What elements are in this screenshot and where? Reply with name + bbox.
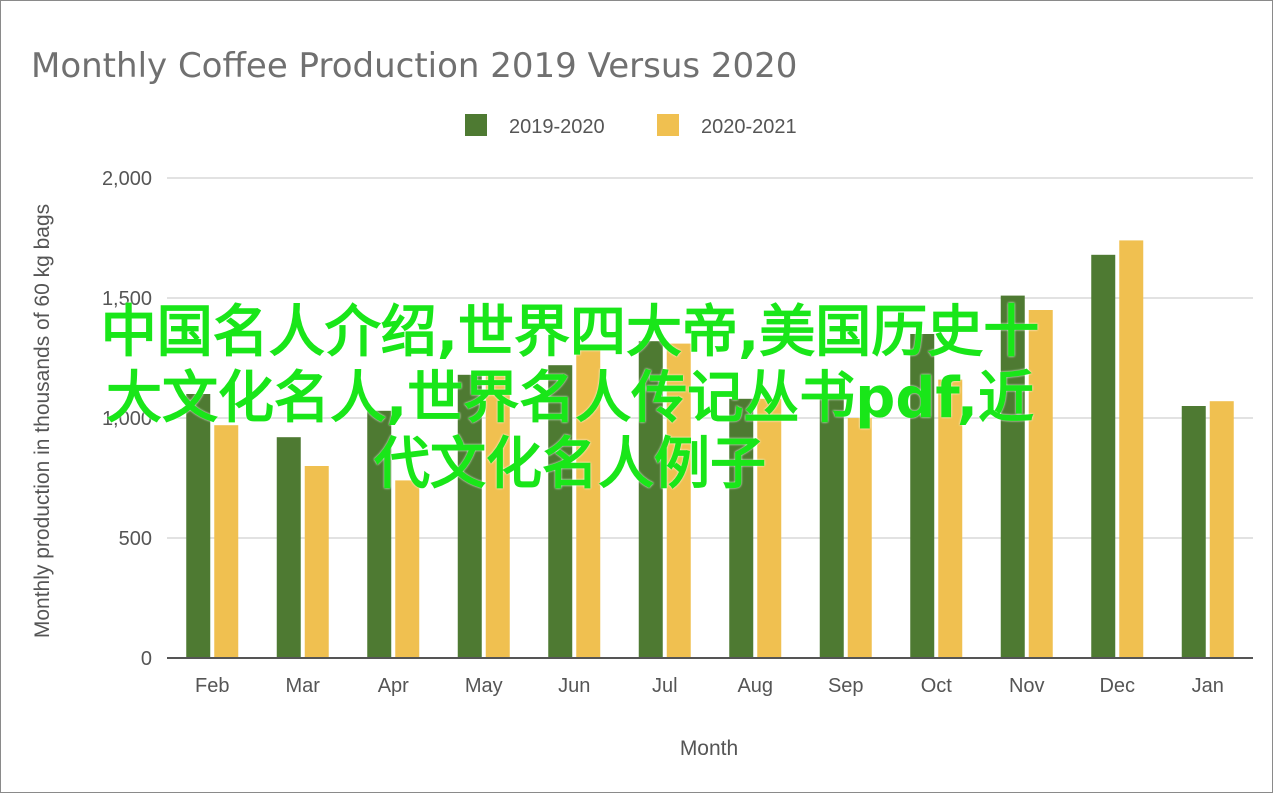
x-tick-label: Jul [652,675,678,697]
x-axis-title: Month [680,737,738,760]
y-tick-label: 500 [119,528,152,550]
gridlines [167,177,1253,539]
x-tick-label: May [465,675,503,697]
x-tick-label: Nov [1009,675,1045,697]
y-tick-label: 1,000 [102,408,152,430]
x-tick-label: Apr [378,675,409,697]
x-tick-label: Dec [1099,675,1135,697]
y-axis-title: Monthly production in thousands of 60 kg… [31,204,54,638]
bar-2019-2020-Jun [548,365,573,658]
bar-2020-2021-Aug [757,398,782,658]
overlay-text: 中国名人介绍,世界四大帝,美国历史十 大文化名人,世界名人传记丛书pdf,近 代… [20,300,1120,498]
bar-2020-2021-Jul [666,343,691,658]
bar-2019-2020-Feb [186,394,211,658]
bar-2019-2020-Apr [367,410,392,658]
x-tick-label: Oct [921,675,953,697]
bar-2019-2020-Nov [1000,295,1025,658]
bar-2019-2020-Mar [276,437,301,658]
bars [186,240,1234,659]
bar-2019-2020-May [457,374,482,658]
legend: 2019-2020 2020-2021 [465,114,797,138]
y-axis-ticks: 0 500 1,000 1,500 2,000 [102,168,152,670]
x-tick-label: Sep [828,675,864,697]
overlay-line-3: 代文化名人例子 [374,432,766,497]
y-tick-label: 1,500 [102,288,152,310]
bar-2020-2021-Mar [304,466,329,658]
x-tick-label: Jun [558,675,590,697]
legend-label: 2020-2021 [701,116,797,138]
bar-2019-2020-Dec [1091,254,1116,659]
legend-label: 2019-2020 [509,116,605,138]
y-tick-label: 2,000 [102,168,152,190]
bar-2019-2020-Aug [729,398,754,658]
bar-2020-2021-Apr [395,480,420,658]
bar-2020-2021-Jun [576,346,601,658]
legend-swatch [657,114,679,136]
x-axis-ticks: Feb Mar Apr May Jun Jul Aug Sep Oct Nov Dec Jan [195,675,1224,697]
legend-swatch [465,114,487,136]
bar-2020-2021-Dec [1119,240,1144,658]
bar-2020-2021-Jan [1209,401,1234,658]
bar-2020-2021-Oct [938,379,963,658]
bar-2019-2020-Sep [819,398,844,658]
bar-2020-2021-Nov [1028,310,1053,658]
bar-2020-2021-Sep [847,418,872,658]
bar-2019-2020-Jan [1181,406,1206,658]
chart-title: Monthly Coffee Production 2019 Versus 20… [31,46,797,86]
bar-2020-2021-May [485,372,510,658]
y-tick-label: 0 [141,648,152,670]
x-tick-label: Jan [1192,675,1224,697]
x-tick-label: Aug [737,675,773,697]
bar-2019-2020-Oct [910,334,935,658]
bar-2019-2020-Jul [638,341,663,658]
x-tick-label: Mar [286,675,321,697]
overlay-line-1: 中国名人介绍,世界四大帝,美国历史十 [100,300,1040,365]
overlay-line-2: 大文化名人,世界名人传记丛书pdf,近 [105,366,1035,431]
x-tick-label: Feb [195,675,229,697]
bar-2020-2021-Feb [214,425,239,658]
